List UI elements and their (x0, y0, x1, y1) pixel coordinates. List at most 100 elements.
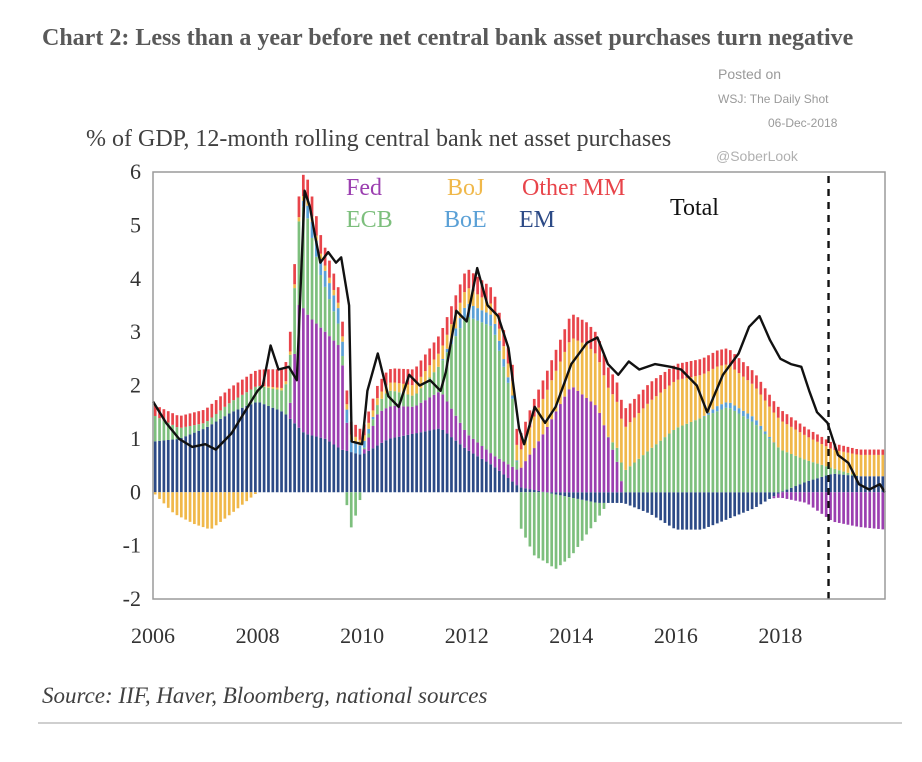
bar-segment-boe (746, 413, 750, 419)
bar-segment-ecb (210, 417, 214, 425)
bar-segment-em (467, 450, 471, 493)
total-line (151, 189, 887, 493)
bar-segment-em (528, 489, 532, 493)
bar-segment-ecb (811, 462, 815, 480)
bar-segment-fed (393, 405, 397, 438)
bar-segment-ecb (550, 493, 554, 567)
bar-segment-fed (463, 429, 466, 448)
bar-segment-fed (850, 492, 854, 526)
bar-segment-other-mm (742, 362, 745, 377)
bar-segment-boj (493, 312, 497, 324)
bar-segment-other-mm (763, 388, 767, 401)
bar-segment-ecb (720, 409, 723, 493)
source-note: Source: IIF, Haver, Bloomberg, national … (42, 683, 488, 708)
bar-segment-boj (776, 417, 780, 448)
bar-segment-other-mm (711, 352, 715, 369)
bar-segment-boj (502, 346, 506, 360)
bar-segment-em (742, 492, 745, 513)
bar-segment-fed (323, 331, 327, 439)
bar-segment-other-mm (249, 373, 253, 390)
bar-segment-em (206, 426, 209, 493)
x-tick-label: 2008 (236, 623, 280, 648)
bar-segment-ecb (214, 413, 218, 422)
bar-segment-ecb (524, 492, 527, 538)
bar-segment-other-mm (227, 388, 231, 404)
bar-segment-other-mm (563, 329, 567, 352)
bar-segment-boj (245, 492, 249, 502)
bar-segment-other-mm (258, 369, 262, 386)
bar-segment-other-mm (576, 317, 580, 341)
bar-segment-ecb (384, 393, 388, 409)
bar-segment-other-mm (881, 449, 885, 455)
bar-segment-ecb (724, 407, 728, 493)
bar-segment-boj (254, 492, 257, 495)
bar-segment-other-mm (720, 349, 723, 366)
bar-segment-boe (367, 428, 371, 434)
bar-segment-boj (724, 364, 728, 403)
bar-segment-em (837, 474, 841, 493)
bar-segment-other-mm (450, 306, 453, 325)
bar-segment-em (297, 427, 301, 493)
bar-segment-fed (380, 410, 384, 443)
bar-segment-em (306, 434, 310, 493)
bar-segment-fed (772, 496, 776, 499)
bar-segment-other-mm (872, 449, 876, 455)
bar-segment-em (349, 452, 353, 493)
bar-segment-ecb (362, 447, 366, 450)
bar-segment-ecb (567, 497, 571, 559)
bar-segment-em (402, 435, 405, 493)
bar-segment-em (554, 492, 558, 495)
bar-segment-em (724, 492, 728, 520)
bar-segment-em (606, 492, 610, 503)
bar-segment-fed (615, 461, 619, 493)
bar-segment-em (258, 402, 262, 493)
bar-segment-boe (362, 440, 366, 448)
bar-segment-ecb (654, 444, 658, 493)
bar-segment-fed (423, 400, 427, 432)
bar-segment-fed (367, 437, 371, 451)
bar-segment-fed (572, 387, 575, 493)
bar-segment-em (545, 492, 549, 493)
bar-segment-other-mm (206, 407, 209, 422)
y-tick-label: -1 (123, 533, 141, 558)
bar-segment-em (842, 474, 845, 493)
bar-segment-em (319, 437, 323, 493)
bar-segment-em (384, 440, 388, 493)
bar-segment-boj (528, 427, 532, 455)
bar-segment-other-mm (463, 273, 466, 293)
bar-segment-ecb (528, 492, 532, 547)
bar-segment-em (498, 470, 501, 493)
bar-segment-boj (585, 344, 588, 398)
legend-item-total: Total (670, 195, 719, 221)
bar-segment-fed (511, 466, 514, 482)
bar-segment-em (650, 492, 654, 515)
bar-segment-boj (654, 396, 658, 445)
bar-segment-ecb (245, 392, 249, 406)
bar-segment-boe (772, 442, 776, 444)
bar-segment-ecb (410, 395, 414, 407)
bar-segment-boj (606, 387, 610, 437)
bar-segment-boe (755, 420, 758, 426)
bar-segment-boj (197, 492, 201, 526)
bar-segment-fed (776, 493, 780, 498)
bar-segment-em (807, 480, 811, 493)
bar-segment-other-mm (868, 449, 872, 455)
bar-segment-other-mm (275, 369, 279, 388)
bar-segment-em (589, 492, 593, 502)
bar-segment-em (816, 478, 819, 493)
bar-segment-em (585, 492, 588, 501)
bar-segment-em (179, 437, 183, 493)
bar-segment-ecb (820, 464, 824, 477)
bar-segment-other-mm (877, 449, 880, 455)
bar-segment-boj (746, 380, 750, 414)
bar-segment-boe (702, 415, 706, 417)
bar-segment-other-mm (393, 368, 397, 383)
bar-segment-em (458, 444, 462, 493)
bar-segment-other-mm (328, 260, 331, 278)
bar-segment-fed (489, 453, 493, 465)
legend: Fed BoJ Other MM ECB BoE EM Total (346, 175, 719, 233)
bar-segment-boe (476, 308, 479, 321)
bar-segment-em (454, 440, 458, 493)
bar-segment-boj (467, 288, 471, 304)
bar-segment-ecb (471, 318, 475, 439)
